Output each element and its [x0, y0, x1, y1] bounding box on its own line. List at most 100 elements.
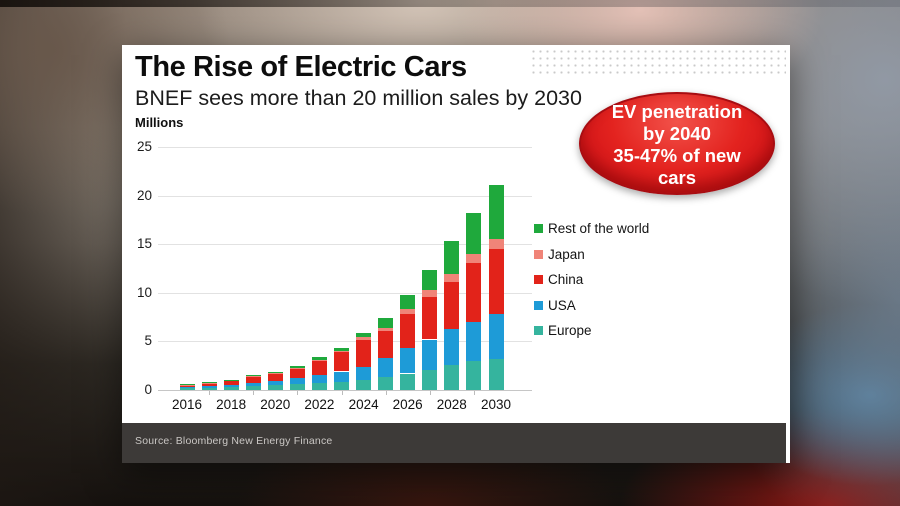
y-tick-label: 15	[136, 236, 152, 252]
x-tick-mark	[473, 391, 475, 395]
background-top-strip	[0, 0, 900, 7]
gridline-25	[158, 147, 532, 148]
x-tick-label: 2028	[436, 397, 467, 412]
bar-2017-usa	[201, 386, 217, 388]
bar-2022-japan	[311, 359, 327, 361]
bar-2020-china	[267, 373, 283, 381]
legend-item-china: China	[534, 272, 649, 287]
y-tick-label: 10	[136, 284, 152, 300]
y-tick-label: 0	[144, 382, 152, 397]
bar-2020-japan	[267, 372, 283, 374]
bar-2025-rest-of-the-world	[378, 317, 394, 328]
bar-2030-rest-of-the-world	[488, 184, 504, 240]
bar-2030-europe	[488, 358, 504, 390]
bar-2019-china	[245, 376, 261, 383]
bar-2026-rest-of-the-world	[400, 294, 416, 309]
bar-2028-usa	[444, 329, 460, 366]
legend-label: China	[548, 272, 584, 287]
bar-2018-usa	[223, 385, 239, 387]
chart-title: The Rise of Electric Cars	[135, 51, 467, 83]
gridline-10	[158, 292, 532, 294]
bar-2021-japan	[289, 367, 305, 369]
bar-2025-usa	[378, 358, 394, 377]
legend-swatch	[534, 249, 543, 259]
gridline-5	[158, 341, 532, 343]
x-tick-mark	[385, 391, 387, 395]
bar-2025-china	[378, 331, 394, 359]
bar-2028-japan	[444, 274, 460, 282]
bar-2016-usa	[179, 387, 195, 389]
bar-2019-rest-of-the-world	[245, 375, 261, 377]
bar-2029-china	[466, 262, 482, 322]
bar-2018-europe	[223, 387, 239, 390]
x-tick-label: 2026	[392, 397, 423, 412]
legend-item-japan: Japan	[534, 247, 649, 262]
x-tick-mark	[297, 391, 299, 395]
bar-2030-japan	[488, 239, 504, 249]
legend-swatch	[534, 275, 543, 284]
bar-2029-japan	[466, 254, 482, 263]
y-tick-label: 25	[136, 139, 152, 154]
bar-2017-china	[201, 383, 217, 387]
bar-2021-rest-of-the-world	[289, 366, 305, 368]
bar-2029-europe	[466, 360, 482, 390]
bar-2020-rest-of-the-world	[267, 371, 283, 373]
bar-2021-usa	[289, 378, 305, 385]
bar-2029-usa	[466, 322, 482, 361]
x-tick-mark	[209, 391, 211, 395]
bar-2016-europe	[179, 388, 195, 390]
bar-2018-china	[223, 380, 239, 386]
bar-2026-europe	[400, 373, 416, 390]
chart-legend: Rest of the world Japan China USA Europe	[534, 221, 649, 349]
legend-label: Japan	[548, 246, 585, 262]
callout-line: by 2040	[643, 123, 711, 144]
dot-pattern	[530, 48, 786, 77]
ev-penetration-callout: EV penetration by 2040 35-47% of new car…	[579, 92, 775, 195]
x-axis-line	[158, 390, 532, 391]
legend-item-europe: Europe	[534, 323, 649, 338]
bar-2024-japan	[356, 337, 372, 340]
bar-2025-japan	[378, 327, 394, 332]
x-tick-label: 2018	[216, 397, 247, 412]
bar-2023-rest-of-the-world	[334, 347, 349, 351]
bar-2026-usa	[400, 348, 416, 374]
y-axis-units-label: Millions	[135, 115, 184, 130]
bar-2022-usa	[311, 375, 327, 384]
bar-2021-china	[289, 368, 305, 379]
bar-2017-europe	[201, 387, 217, 390]
callout-line: cars	[657, 167, 697, 188]
bar-2024-rest-of-the-world	[356, 332, 372, 338]
x-tick-label: 2016	[171, 397, 203, 412]
bar-2019-europe	[245, 386, 261, 390]
source-text: Source: Bloomberg New Energy Finance	[135, 435, 333, 447]
bar-2030-china	[488, 249, 504, 315]
bar-2023-japan	[334, 350, 349, 353]
bar-2023-europe	[334, 381, 349, 390]
source-bar: Source: Bloomberg New Energy Finance	[122, 423, 786, 463]
bar-2028-rest-of-the-world	[444, 241, 460, 275]
legend-swatch	[534, 326, 543, 335]
chart-subtitle: BNEF sees more than 20 million sales by …	[135, 86, 582, 110]
bar-2019-usa	[245, 382, 261, 387]
bar-2029-rest-of-the-world	[466, 213, 482, 255]
bar-2026-china	[400, 314, 416, 349]
bar-2027-rest-of-the-world	[422, 270, 438, 291]
bar-2024-europe	[356, 379, 372, 390]
bar-2020-europe	[267, 385, 283, 390]
legend-label: Rest of the world	[548, 221, 650, 236]
bar-2016-china	[179, 384, 195, 387]
x-tick-label: 2020	[260, 397, 291, 412]
bar-2020-usa	[267, 380, 283, 386]
callout-line: 35-47% of new	[613, 145, 741, 166]
chart-card: The Rise of Electric Cars BNEF sees more…	[122, 45, 790, 463]
gridline-15	[158, 244, 532, 246]
bar-chart: 0 5 10 15 20 25 2016 2018 2020 2022 2024 2026 2028 20…	[122, 45, 790, 463]
legend-label: USA	[548, 297, 576, 313]
bar-2022-china	[311, 360, 327, 376]
bar-2027-japan	[422, 290, 438, 297]
bar-2018-japan	[223, 380, 239, 381]
bar-2022-rest-of-the-world	[311, 357, 327, 360]
bar-2023-china	[334, 352, 349, 372]
bar-2030-usa	[488, 314, 504, 359]
bar-2019-japan	[245, 376, 261, 377]
